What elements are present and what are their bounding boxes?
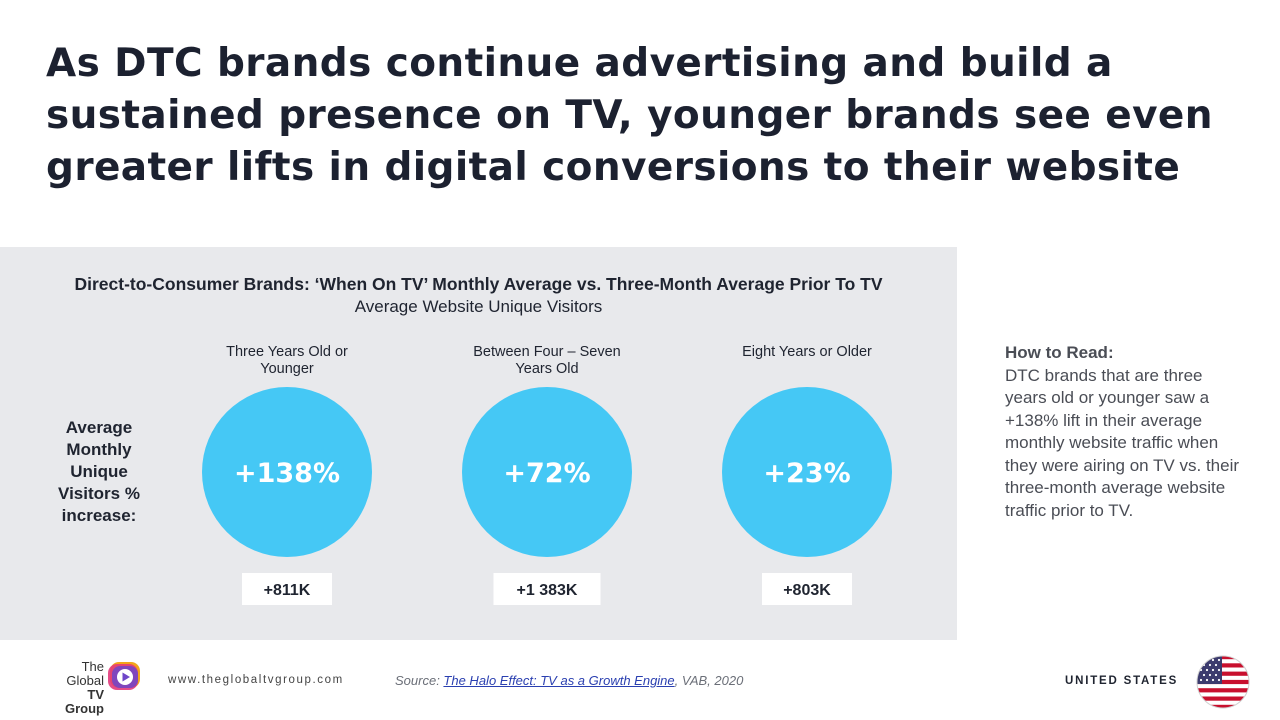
value-bubble bbox=[202, 387, 372, 557]
value-bubble bbox=[462, 387, 632, 557]
absolute-value-box bbox=[762, 573, 852, 605]
logo-line: The bbox=[81, 659, 104, 674]
how-to-read: How to Read: DTC brands that are three y… bbox=[1005, 342, 1245, 522]
source-citation: Source: The Halo Effect: TV as a Growth … bbox=[395, 673, 743, 688]
headline: As DTC brands continue advertising and b… bbox=[46, 41, 1213, 190]
y-axis-label-line: Unique bbox=[70, 462, 128, 481]
how-to-read-title: How to Read: bbox=[1005, 343, 1114, 362]
y-axis-label-line: Average bbox=[65, 418, 133, 437]
category-label: Eight Years or Older bbox=[742, 344, 872, 360]
country-label: UNITED STATES bbox=[1065, 675, 1179, 687]
source-prefix: Source: bbox=[395, 673, 444, 688]
bubble-value-label: +72% bbox=[503, 458, 590, 489]
chart-subtitle: Average Website Unique Visitors bbox=[354, 297, 603, 316]
absolute-value-label: +803K bbox=[783, 582, 831, 599]
chart-title: Direct-to-Consumer Brands: ‘When On TV’ … bbox=[74, 274, 883, 294]
source-suffix: , VAB, 2020 bbox=[674, 673, 744, 688]
us-flag-icon bbox=[1196, 655, 1250, 709]
logo-line: TV Group bbox=[65, 687, 104, 716]
category-label: Three Years Old or bbox=[226, 344, 348, 360]
logo-line: Global bbox=[66, 673, 104, 688]
category-label: Younger bbox=[260, 361, 314, 377]
how-to-read-body: DTC brands that are three years old or y… bbox=[1005, 365, 1240, 520]
bubble-value-label: +23% bbox=[763, 458, 850, 489]
global-tv-group-logo: The Global TV Group bbox=[58, 658, 148, 716]
value-bubble bbox=[722, 387, 892, 557]
logo-text: The Global TV Group bbox=[58, 660, 104, 716]
absolute-value-box bbox=[242, 573, 332, 605]
y-axis-label: Average Monthly Unique Visitors % increa… bbox=[40, 417, 158, 527]
chart-panel: Direct-to-Consumer Brands: ‘When On TV’ … bbox=[0, 247, 957, 640]
y-axis-label-line: Visitors % bbox=[58, 484, 140, 503]
logo-play-icon bbox=[108, 662, 140, 690]
bubble-value-label: +138% bbox=[234, 458, 340, 489]
y-axis-label-line: increase: bbox=[61, 506, 137, 525]
y-axis-label-line: Monthly bbox=[66, 440, 132, 459]
category-label: Between Four – Seven bbox=[473, 344, 621, 360]
website-url[interactable]: www.theglobaltvgroup.com bbox=[168, 674, 344, 686]
category-label: Years Old bbox=[515, 361, 578, 377]
absolute-value-box bbox=[493, 573, 601, 605]
source-link[interactable]: The Halo Effect: TV as a Growth Engine bbox=[443, 673, 675, 688]
absolute-value-label: +1 383K bbox=[517, 582, 578, 599]
absolute-value-label: +811K bbox=[264, 582, 311, 599]
